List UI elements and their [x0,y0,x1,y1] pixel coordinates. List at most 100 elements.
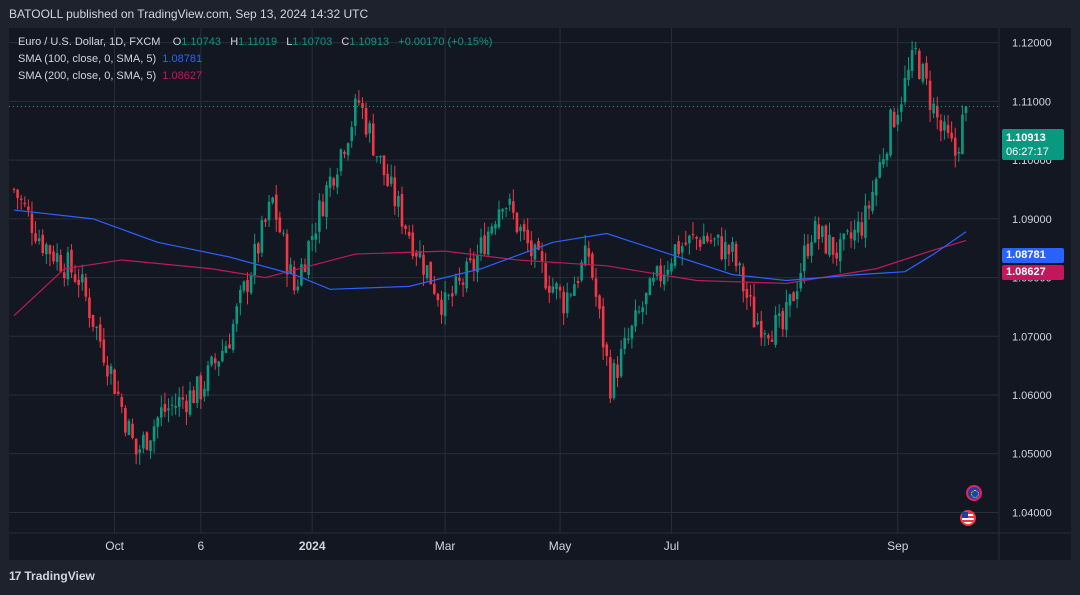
candle-body [644,292,648,305]
candle-body [404,225,407,229]
candle-body [889,109,892,156]
candle-body [375,156,379,158]
candle-body [964,106,968,113]
candle-body [91,314,95,327]
candle-body [892,111,896,128]
tradingview-logo[interactable]: 17 TradingView [9,569,95,583]
candle-body [648,278,652,296]
candle-body [343,151,346,155]
candle-body [98,324,102,342]
candle-body [526,229,530,244]
candle-body [580,262,583,281]
candle-body [192,390,195,404]
candle-body [127,420,131,436]
candle-body [547,285,551,293]
candle-body [332,178,336,186]
candle-body [652,277,655,282]
candle-body [461,282,465,285]
close-value: 1.10913 [349,36,390,48]
candle-body [152,426,156,442]
candle-body [838,239,842,262]
candle-body [310,236,314,240]
candle-body [458,277,461,281]
candle-body [871,191,874,212]
candle-body [612,363,616,399]
candle-body [770,339,774,342]
candle-body [382,155,386,176]
candle-body [759,320,763,338]
candle-body [368,123,371,134]
candle-body [716,234,720,238]
candle-body [803,245,806,272]
candle-body [41,234,45,253]
candle-body [662,274,666,285]
candle-body [346,143,350,156]
candle-body [917,50,921,80]
eu-flag-icon[interactable] [966,485,982,501]
us-flag-icon[interactable] [960,510,976,526]
candle-body [515,212,519,233]
candle-body [731,242,734,252]
chart-panel[interactable]: 1.120001.110001.100001.090001.080001.070… [9,28,1071,560]
candle-body [109,366,113,374]
candle-body [935,105,939,118]
candle-body [339,149,343,172]
candle-body [314,233,318,240]
candle-body [174,406,177,408]
y-tick-label: 1.04000 [1012,507,1052,519]
open-value: 1.10743 [181,36,222,48]
candle-body [84,277,88,297]
candle-body [558,286,562,291]
candle-body [274,194,278,220]
candle-body [591,253,594,278]
price-chart[interactable]: 1.120001.110001.100001.090001.080001.070… [9,28,1071,560]
candle-body [767,335,770,339]
candle-body [102,339,106,363]
candle-body [66,252,70,280]
candle-body [55,253,59,263]
candle-body [336,174,339,188]
candle-body [512,201,515,213]
candle-body [957,151,961,154]
candle-body [774,315,777,345]
candle-body [95,326,98,328]
candle-body [260,220,264,253]
candle-body [867,205,871,209]
candle-body [842,233,846,240]
candle-body [619,349,623,377]
candle-body [953,137,957,156]
candle-body [702,236,706,245]
candle-body [221,350,224,362]
candle-body [494,224,497,229]
candle-body [80,274,84,283]
candle-body [149,440,152,452]
candle-body [562,291,565,314]
candle-body [285,233,289,275]
candle-body [364,107,368,135]
candle-body [228,344,231,349]
symbol-legend: Euro / U.S. Dollar, 1D, FXCM O1.10743 H1… [18,36,492,48]
candle-body [763,333,767,335]
candle-body [113,369,116,394]
candle-body [48,245,52,255]
candle-body [62,272,66,279]
candle-body [23,202,27,205]
candle-body [903,77,907,103]
tradingview-mark-icon: 17 [9,569,21,583]
open-label: O [172,36,182,48]
publisher-header: BATOOLL published on TradingView.com, Se… [9,7,369,21]
candle-body [350,127,353,142]
x-tick-label: Sep [887,539,909,553]
candle-body [407,231,411,236]
candle-body [267,201,271,221]
candle-body [124,407,127,433]
sma100-legend[interactable]: SMA (100, close, 0, SMA, 5) 1.08781 [18,53,202,65]
candle-body [885,153,889,161]
sma200-legend[interactable]: SMA (200, close, 0, SMA, 5) 1.08627 [18,70,202,82]
x-tick-label: Mar [435,539,456,553]
candle-body [533,244,537,260]
candle-body [142,434,145,449]
candle-body [508,198,512,205]
candle-body [709,240,713,242]
candle-body [246,279,249,292]
